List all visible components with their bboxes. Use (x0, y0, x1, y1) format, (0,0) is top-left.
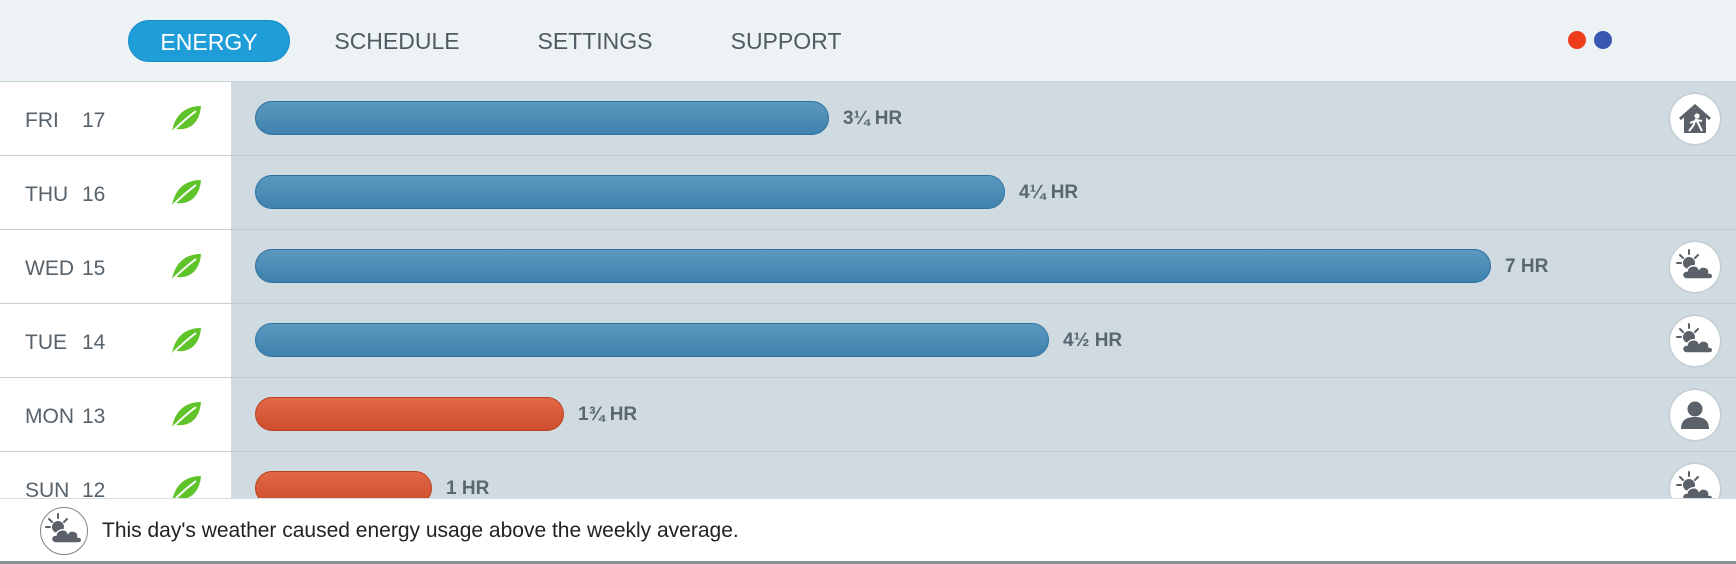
list-item: WED 15 7 HR (0, 230, 1736, 304)
day-date: 17 (82, 109, 106, 132)
day-name: SUN (25, 479, 70, 498)
day-label-cell: MON 13 (0, 378, 231, 452)
status-dot-blue (1594, 31, 1612, 49)
usage-bar[interactable] (255, 471, 432, 498)
usage-bar-cell: 3¼ HR (231, 82, 1736, 156)
list-item: TUE 14 4½ HR (0, 304, 1736, 378)
list-item: MON 13 1¾ HR (0, 378, 1736, 452)
usage-hours-label: 3¼ HR (843, 108, 903, 129)
day-name: MON (25, 405, 74, 428)
usage-bar-cell: 4½ HR (231, 304, 1736, 378)
usage-bar-cell: 1¾ HR (231, 378, 1736, 452)
usage-bar-cell: 1 HR (231, 452, 1736, 498)
usage-bar[interactable] (255, 175, 1005, 209)
day-name: FRI (25, 109, 59, 132)
weather-icon (40, 507, 88, 555)
day-name: TUE (25, 331, 67, 354)
usage-hours-label: 7 HR (1505, 256, 1549, 277)
usage-hours-label: 4¼ HR (1019, 182, 1079, 203)
usage-bar-cell: 7 HR (231, 230, 1736, 304)
weather-icon[interactable] (1670, 464, 1720, 498)
tab-energy[interactable]: ENERGY (128, 20, 290, 62)
tab-schedule[interactable]: SCHEDULE (334, 28, 460, 54)
day-date: 13 (82, 405, 106, 428)
day-label-cell: FRI 17 (0, 82, 231, 156)
top-nav-bar: ENERGY SCHEDULE SETTINGS SUPPORT (0, 0, 1736, 82)
day-name: THU (25, 183, 69, 206)
status-dot-red (1568, 31, 1586, 49)
day-name: WED (25, 257, 74, 280)
leaf-icon (170, 252, 202, 282)
day-label-cell: THU 16 (0, 156, 231, 230)
leaf-icon (170, 178, 202, 208)
list-item: FRI 17 3¼ HR (0, 82, 1736, 156)
list-item: THU 16 4¼ HR (0, 156, 1736, 230)
usage-bar[interactable] (255, 101, 829, 135)
day-date: 12 (82, 479, 106, 498)
list-item: SUN 12 1 HR (0, 452, 1736, 498)
day-label-cell: WED 15 (0, 230, 231, 304)
tab-support[interactable]: SUPPORT (730, 28, 842, 54)
divider (0, 561, 1736, 564)
leaf-icon (170, 400, 202, 430)
usage-bar-cell: 4¼ HR (231, 156, 1736, 230)
day-date: 15 (82, 257, 106, 280)
usage-bar[interactable] (255, 249, 1491, 283)
usage-hours-label: 4½ HR (1063, 330, 1123, 351)
energy-history-list: FRI 17 3¼ HR THU 16 (0, 82, 1736, 498)
leaf-icon (170, 104, 202, 134)
legend-text: This day's weather caused energy usage a… (102, 519, 739, 542)
leaf-icon (170, 326, 202, 356)
tab-settings[interactable]: SETTINGS (537, 28, 653, 54)
usage-bar[interactable] (255, 397, 564, 431)
user-icon[interactable] (1670, 390, 1720, 440)
weather-icon[interactable] (1670, 316, 1720, 366)
legend-footer: This day's weather caused energy usage a… (0, 498, 1736, 564)
leaf-icon (170, 474, 202, 498)
day-label-cell: TUE 14 (0, 304, 231, 378)
day-date: 16 (82, 183, 106, 206)
away-home-icon[interactable] (1670, 94, 1720, 144)
usage-hours-label: 1¾ HR (578, 404, 638, 425)
usage-bar[interactable] (255, 323, 1049, 357)
day-date: 14 (82, 331, 106, 354)
usage-hours-label: 1 HR (446, 478, 490, 498)
day-label-cell: SUN 12 (0, 452, 231, 498)
weather-icon[interactable] (1670, 242, 1720, 292)
